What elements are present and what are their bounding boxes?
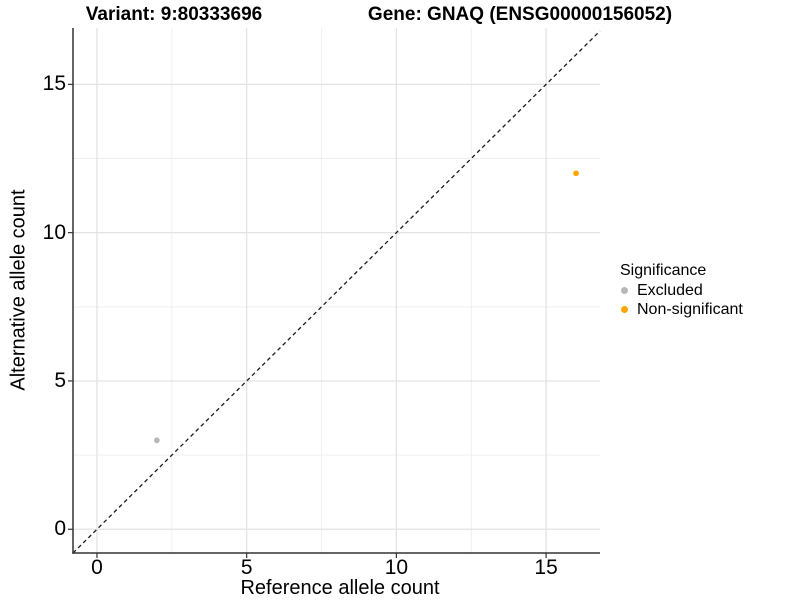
x-tick-label-0: 0	[91, 556, 103, 579]
x-tick-label-5: 5	[240, 556, 253, 579]
data-point-non-significant	[573, 170, 579, 177]
plot-title-variant: Variant: 9:80333696	[85, 4, 263, 25]
x-tick-label-15: 15	[534, 556, 558, 579]
data-point-excluded	[153, 437, 160, 444]
y-tick-label-10: 10	[42, 220, 66, 244]
plot-title-gene: Gene: GNAQ (ENSG00000156052)	[367, 4, 673, 25]
y-tick-label-0: 0	[54, 517, 66, 541]
y-tick-label-15: 15	[42, 72, 66, 96]
x-tick-label-10: 10	[384, 556, 409, 579]
y-axis-title: Alternative allele count	[7, 189, 30, 391]
y-tick-label-5: 5	[54, 368, 66, 392]
identity-reference-line	[72, 30, 601, 554]
x-axis-title: Reference allele count	[240, 577, 440, 599]
